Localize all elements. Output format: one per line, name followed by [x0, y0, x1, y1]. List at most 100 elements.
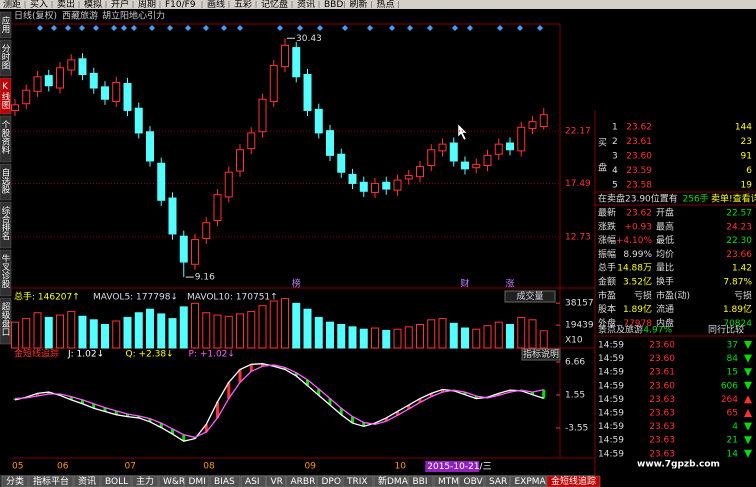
side-tab-label[interactable]: 分时图: [0, 44, 10, 70]
side-tab[interactable]: [0, 201, 12, 249]
side-tab[interactable]: [0, 11, 12, 39]
bottom-tab[interactable]: [266, 475, 286, 487]
stat-label: 最新: [598, 207, 616, 219]
industry-compare[interactable]: 同行比较: [708, 324, 744, 336]
indicator-button[interactable]: [521, 348, 561, 361]
side-tab-label[interactable]: 个股资料: [0, 120, 10, 155]
bottom-tab-label[interactable]: 新DMA: [378, 475, 409, 487]
candle-body: [539, 114, 548, 128]
bottom-tab-label[interactable]: 主力: [136, 475, 154, 487]
bottom-tab-label[interactable]: ASI: [245, 477, 260, 487]
candle-body: [326, 130, 334, 156]
menu-item[interactable]: 刷新: [350, 0, 368, 10]
bottom-tab[interactable]: [240, 475, 266, 487]
bottom-tab-label[interactable]: 分类: [6, 475, 24, 487]
bottom-tab-label[interactable]: BIAS: [214, 477, 235, 487]
side-tab[interactable]: [0, 163, 12, 201]
bottom-tab[interactable]: [28, 475, 74, 487]
bottom-tab[interactable]: [484, 475, 510, 487]
tick-arrow: [744, 354, 752, 363]
side-tab[interactable]: [0, 39, 12, 77]
volume-bar: [539, 330, 548, 349]
bottom-tab[interactable]: [1, 475, 29, 487]
bottom-tab[interactable]: [131, 475, 159, 487]
event-marker[interactable]: 涨: [505, 279, 514, 290]
bottom-tab-label[interactable]: 指标平台: [33, 475, 69, 487]
indicator-title: 金短线追踪: [14, 348, 59, 360]
bottom-tab[interactable]: [184, 475, 210, 487]
menu-item[interactable]: 开户: [111, 0, 129, 10]
tick-price: 23.60: [649, 354, 675, 364]
bottom-tab-label[interactable]: W&R: [163, 477, 185, 487]
menu-item[interactable]: F10/F9: [165, 0, 196, 10]
menu-item[interactable]: 记忆盘: [261, 0, 288, 10]
y-tick-label: 12.73: [565, 233, 591, 243]
indicator-line: [14, 364, 544, 438]
bottom-tab-label[interactable]: DMI: [189, 477, 206, 487]
menu-item[interactable]: BBD: [324, 0, 343, 10]
bottom-tab-label[interactable]: DPO: [322, 477, 341, 487]
bottom-tab-label[interactable]: ARBR: [291, 477, 316, 487]
bottom-tab-label[interactable]: EXPMA: [515, 477, 547, 487]
side-tab-label[interactable]: 应用: [0, 15, 10, 34]
bottom-tab[interactable]: [73, 475, 101, 487]
candle-body: [202, 222, 211, 239]
volume-button[interactable]: [504, 290, 556, 303]
side-tab[interactable]: [0, 77, 12, 115]
tick-time: 14:59: [598, 395, 624, 405]
side-tab-label[interactable]: 综合排名: [0, 205, 10, 241]
side-tab[interactable]: [0, 297, 12, 345]
bottom-tab-label[interactable]: 金短线追踪: [551, 475, 596, 487]
side-tab-label[interactable]: K线图: [0, 82, 10, 110]
menu-item[interactable]: 资讯: [297, 0, 315, 10]
bottom-tab[interactable]: [408, 475, 434, 487]
bottom-tab[interactable]: [286, 475, 317, 487]
side-tab[interactable]: [0, 115, 12, 163]
side-tab-label[interactable]: 自选股: [0, 167, 10, 194]
bottom-tab-label[interactable]: MTM: [438, 477, 459, 487]
volume-button-label[interactable]: 成交量: [516, 290, 543, 302]
menu-item[interactable]: 模拟: [84, 0, 102, 10]
menu-item[interactable]: 画线: [207, 0, 225, 10]
volume-bar: [517, 316, 526, 349]
book-price: 23.62: [626, 123, 652, 133]
bottom-tab-label[interactable]: BBI: [413, 477, 428, 487]
bottom-tab-label[interactable]: 资讯: [78, 476, 96, 487]
bottom-tab[interactable]: [209, 475, 241, 487]
menu-item[interactable]: 周期: [138, 0, 156, 10]
volume-bar: [44, 316, 53, 349]
stat-label: 最高: [656, 220, 674, 232]
bottom-tab[interactable]: [317, 475, 343, 487]
menu-item[interactable]: 热点: [377, 0, 395, 10]
bottom-tab-label[interactable]: VR: [271, 477, 283, 487]
menu-item[interactable]: 卖出: [57, 0, 75, 10]
bottom-tab[interactable]: [510, 475, 547, 487]
bottom-tab-label[interactable]: BOLL: [105, 477, 128, 487]
menu-item[interactable]: 买入: [30, 0, 48, 10]
event-marker[interactable]: 榜: [292, 278, 301, 290]
stat-value: 14.88万: [617, 264, 652, 274]
stat-value: 1.89亿: [723, 303, 752, 315]
bottom-tab[interactable]: [342, 475, 374, 487]
side-tab-label[interactable]: 超级盘口: [0, 301, 10, 336]
menu-item[interactable]: 五彩: [234, 0, 252, 10]
notice[interactable]: 卖单!查看详细: [711, 193, 756, 205]
bottom-tab[interactable]: [373, 475, 408, 487]
bottom-tab-label[interactable]: OBV: [464, 477, 484, 487]
bottom-tab-label[interactable]: SAR: [489, 477, 507, 487]
bottom-tab[interactable]: [433, 475, 459, 487]
candle-body: [371, 182, 379, 193]
stat-value: 亏损: [734, 289, 752, 301]
bottom-tab-label[interactable]: TRIX: [346, 477, 368, 487]
bottom-tab[interactable]: [158, 475, 184, 487]
bottom-tab[interactable]: [100, 475, 132, 487]
indicator-button-label[interactable]: 指标说明: [523, 348, 559, 360]
bottom-tab[interactable]: [546, 475, 601, 487]
signal-diamond: [79, 25, 85, 31]
book-price: 23.61: [626, 137, 652, 147]
menu-item[interactable]: 测距: [3, 0, 21, 10]
side-tab-label[interactable]: 牛叉诊股: [0, 253, 10, 288]
bottom-tab[interactable]: [459, 475, 485, 487]
side-tab[interactable]: [0, 249, 12, 297]
event-marker[interactable]: 财: [460, 278, 469, 290]
